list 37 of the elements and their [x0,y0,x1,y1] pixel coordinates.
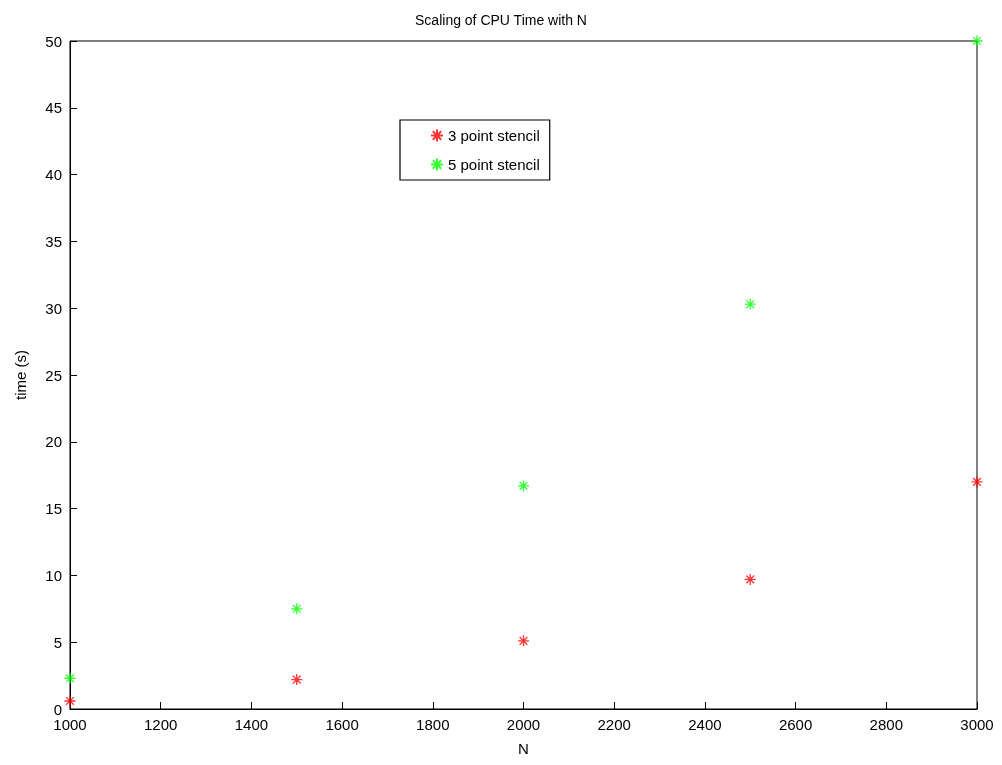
x-tick-label: 1800 [416,716,450,733]
x-tick-label: 1000 [53,716,87,733]
legend-label: 3 point stencil [448,127,540,144]
y-tick-label: 25 [45,366,62,384]
x-tick-label: 2800 [869,716,903,733]
point [744,573,757,586]
y-tick-label: 35 [45,232,62,250]
point [63,694,77,708]
y-tick-label: 5 [53,633,62,651]
x-tick-label: 1200 [144,716,178,733]
point [744,298,757,311]
x-tick-label: 3000 [960,716,994,733]
y-tick-label: 50 [45,32,62,50]
y-tick-label: 10 [45,566,62,584]
legend-label: 5 point stencil [448,156,540,173]
y-tick-label: 40 [45,166,62,184]
y-tick-label: 45 [45,99,62,117]
point [63,672,77,685]
x-tick-label: 2600 [778,716,813,733]
x-tick-label: 2000 [506,716,541,733]
point [517,479,530,493]
point [970,475,984,489]
x-tick-label: 2200 [597,716,631,733]
y-tick-label: 0 [53,700,62,718]
y-tick-label: 15 [45,500,62,518]
point [970,34,984,48]
y-tick-label: 30 [45,299,62,317]
y-axis-title: time (s) [12,350,29,400]
chart-title: Scaling of CPU Time with N [415,12,587,28]
x-tick-label: 1600 [325,716,359,733]
point [517,634,530,648]
y-tick-label: 20 [45,433,62,451]
x-tick-label: 1400 [234,716,269,733]
x-axis-title: N [518,740,529,757]
point [290,673,303,686]
x-tick-label: 2400 [688,716,722,733]
point [290,602,303,615]
